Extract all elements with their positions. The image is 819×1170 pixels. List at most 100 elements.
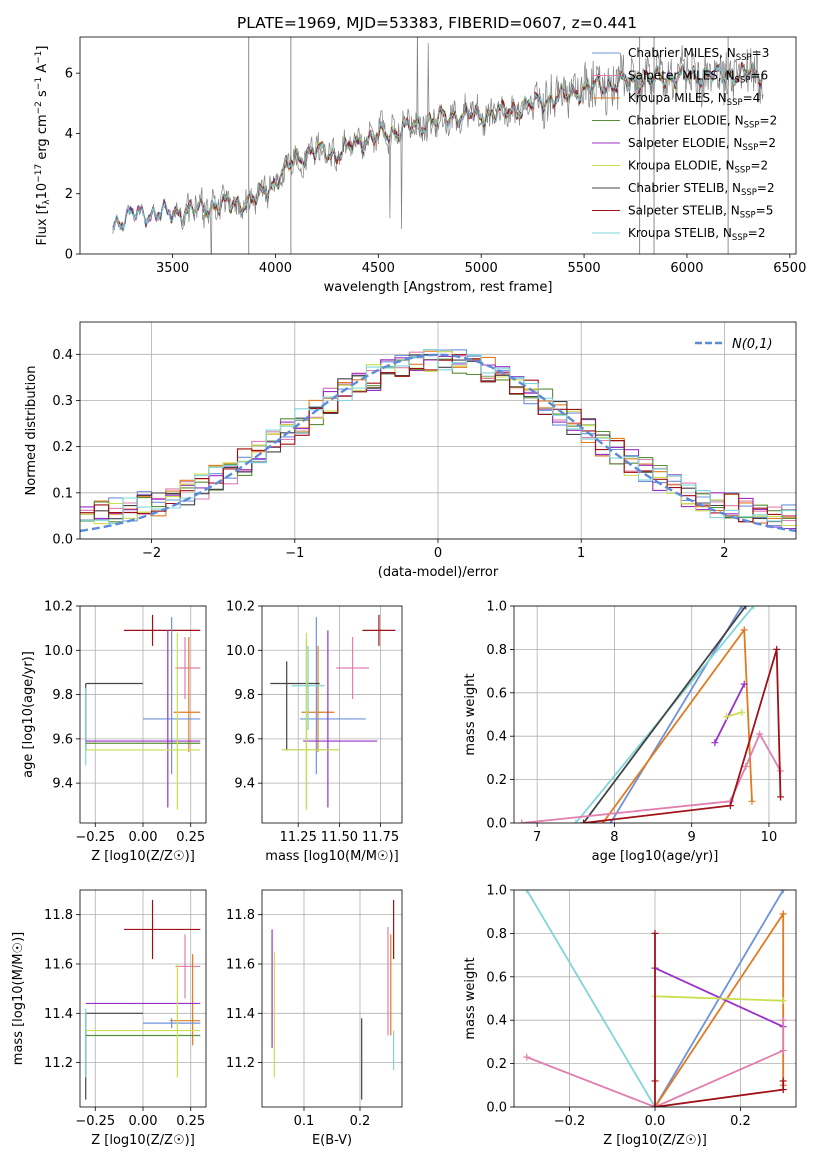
y-tick-label: 1.0 — [486, 884, 507, 899]
series-marker — [711, 739, 719, 747]
y-tick-label: 0.4 — [486, 1014, 507, 1029]
y-tick-label: 11.2 — [226, 1056, 255, 1071]
series-marker — [750, 606, 758, 610]
x-tick-label: −0.25 — [75, 1114, 115, 1129]
errorbar-chabrier-miles — [143, 1018, 201, 1029]
plot-area — [271, 899, 395, 1100]
legend-nssp-prefix: , N — [726, 136, 743, 150]
errorbar-chabrier-miles — [143, 617, 201, 775]
y-axis-label: mass weight — [463, 673, 478, 755]
x-axis-label: wavelength [Angstrom, rest frame] — [324, 280, 553, 295]
legend-nssp: 2 — [767, 181, 775, 195]
y-tick-label: 0.8 — [486, 927, 507, 942]
panel-age-vs-mass: 11.25 11.50 11.75 9.4 9.6 9.8 10.0 10.2 mass [lo… — [226, 600, 403, 864]
y-tick-label: 2 — [65, 187, 73, 202]
y-tick-label: 0.0 — [486, 817, 507, 832]
series-marker — [779, 1077, 787, 1085]
y-tick-label: 0.2 — [52, 440, 73, 455]
y-tick-label: 11.6 — [226, 957, 255, 972]
legend-model-name: Kroupa MILES — [628, 91, 710, 105]
y-tick-label: 0.6 — [486, 970, 507, 985]
series-chabrier-miles — [607, 606, 746, 823]
legend-subscript: SSP — [742, 143, 758, 153]
x-tick-label: −0.2 — [554, 1114, 586, 1129]
y-tick-label: 4 — [65, 127, 73, 142]
legend-eq: = — [743, 91, 753, 105]
y-tick-label: 0.2 — [486, 773, 507, 788]
legend-eq: = — [760, 114, 770, 128]
legend-model-name: Kroupa ELODIE — [628, 159, 718, 173]
legend-eq: = — [748, 226, 758, 240]
series-marker — [742, 606, 750, 610]
x-axis-label: E(B-V) — [312, 1133, 352, 1148]
legend-nssp: 2 — [768, 136, 776, 150]
axes-frame: −2 −1 0 1 2 0.0 0.1 0.2 0.3 0.4 (data-model)/error… — [24, 321, 797, 580]
series-marker — [742, 763, 750, 771]
legend-label: Kroupa STELIB, NSSP=2 — [628, 226, 766, 243]
plot-area — [112, 37, 764, 254]
series-marker — [740, 626, 748, 634]
y-tick-label: 11.4 — [44, 1007, 73, 1022]
series-line — [602, 627, 753, 823]
y-axis-label: age [log10(age/yr)] — [21, 651, 36, 778]
x-tick-label: 0.1 — [294, 1114, 315, 1129]
axes-frame: −0.25 0.00 0.25 11.2 11.4 11.6 11.8 Z [log10(Z/… — [11, 889, 207, 1148]
y-axis-label: mass [log10(M/M☉)] — [11, 932, 26, 1065]
legend-eq: = — [750, 69, 760, 83]
x-tick-label: −2 — [142, 546, 161, 561]
errorbar-chabrier-stelib — [85, 682, 143, 750]
figure-title: PLATE=1969, MJD=53383, FIBERID=0607, z=0… — [237, 14, 637, 32]
series-marker — [722, 713, 730, 721]
series-line — [526, 890, 656, 1107]
legend-subscript: SSP — [741, 188, 757, 198]
y-tick-label: 11.8 — [226, 908, 255, 923]
panel-age-vs-z: −0.25 0.00 0.25 9.4 9.6 9.8 10.0 10.2 Z [log10(Z… — [21, 600, 207, 864]
x-tick-label: 6000 — [670, 261, 703, 276]
legend-nssp-prefix: , N — [710, 91, 727, 105]
y-tick-label: 10.2 — [44, 600, 73, 615]
x-tick-label: 8 — [610, 830, 618, 845]
errorbar-kroupa-stelib — [291, 645, 325, 730]
series-line — [526, 1020, 785, 1107]
legend-eq: = — [752, 46, 762, 60]
series-chabrier-stelib — [580, 606, 750, 823]
series-kroupa-stelib — [523, 890, 659, 1107]
x-axis-label: Z [log10(Z/Z☉)] — [91, 849, 195, 864]
errorbar-chabrier-stelib — [270, 661, 320, 750]
y-axis-label: Flux [fλ10−17 erg cm−2 s−1 A−1] — [34, 46, 52, 246]
panel-mass-vs-z: −0.25 0.00 0.25 11.2 11.4 11.6 11.8 Z [log10(Z/… — [11, 889, 207, 1148]
legend-label: Chabrier ELODIE, NSSP=2 — [628, 114, 777, 131]
model-line-kroupa-stelib — [112, 63, 764, 231]
legend-subscript: SSP — [736, 53, 752, 63]
legend-subscript: SSP — [744, 121, 760, 131]
plot-area — [85, 899, 201, 1100]
y-tick-label: 0.4 — [486, 730, 507, 745]
legend-nssp-prefix: , N — [723, 204, 740, 218]
x-axis-label: (data-model)/error — [378, 565, 499, 580]
axes-frame: 0.1 0.2 11.2 11.4 11.6 11.8 E(B-V) — [226, 889, 403, 1148]
legend-subscript: SSP — [727, 98, 743, 108]
x-axis-label: age [log10(age/yr)] — [592, 849, 719, 864]
y-tick-label: 0.3 — [52, 394, 73, 409]
axes-border — [261, 889, 403, 1108]
axes-frame: 11.25 11.50 11.75 9.4 9.6 9.8 10.0 10.2 mass [lo… — [226, 600, 403, 864]
x-tick-label: 0.25 — [176, 1114, 205, 1129]
plot-area — [523, 890, 787, 1107]
legend-nssp-prefix: , N — [718, 69, 735, 83]
y-tick-label: 0.6 — [486, 686, 507, 701]
errorbar-chabrier-elodie — [281, 639, 340, 808]
x-tick-label: 0.2 — [350, 1114, 371, 1129]
legend-nssp: 3 — [762, 46, 770, 60]
series-kroupa-miles — [651, 910, 787, 1107]
legend-nssp: 5 — [766, 204, 774, 218]
legend-model-name: Salpeter ELODIE — [628, 136, 726, 150]
y-tick-label: 9.4 — [234, 777, 255, 792]
axes-frame: 7 8 9 10 0.0 0.2 0.4 0.6 0.8 1.0 age [log10(age/yr… — [463, 600, 797, 864]
errorbar-salpeter-stelib — [123, 614, 201, 646]
y-tick-label: 10.0 — [226, 644, 255, 659]
y-tick-label: 10.0 — [44, 644, 73, 659]
x-tick-label: 0.00 — [129, 1114, 158, 1129]
x-tick-label: 7 — [533, 830, 541, 845]
errorbar-chabrier-miles — [299, 617, 366, 775]
y-axis-label: Normed distribution — [24, 366, 39, 496]
